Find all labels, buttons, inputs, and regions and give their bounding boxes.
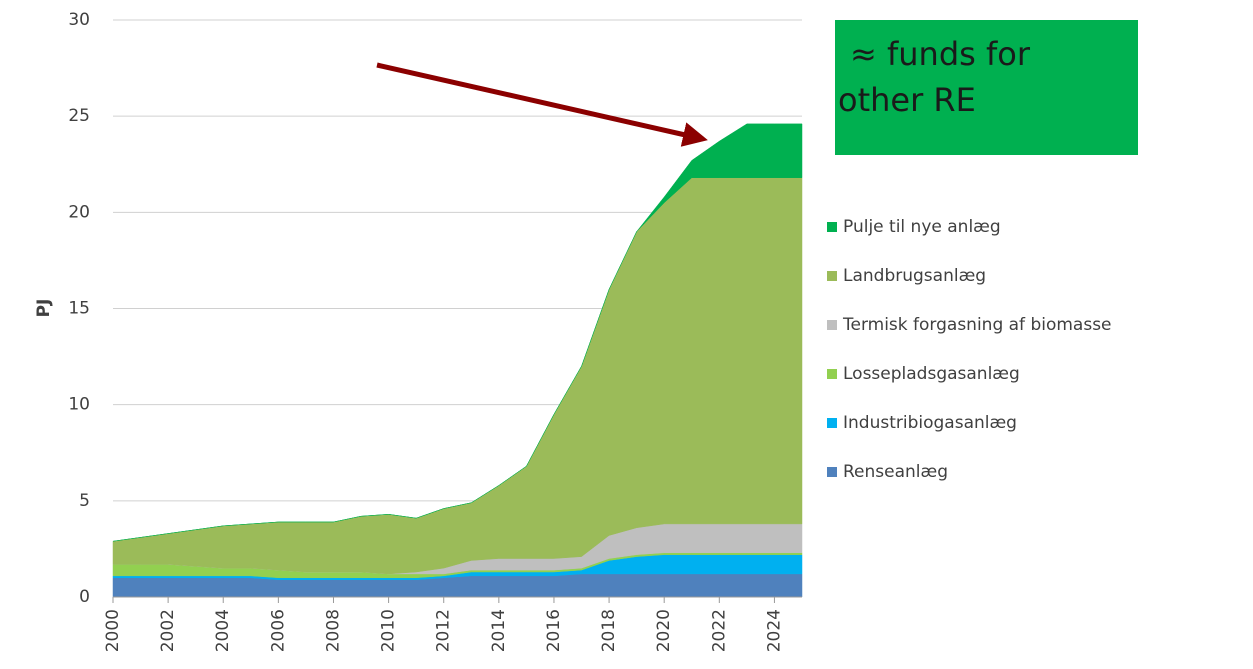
legend-swatch xyxy=(827,320,837,330)
y-tick-label: 30 xyxy=(68,10,90,30)
y-tick-label: 5 xyxy=(79,491,90,511)
x-tick-label: 2012 xyxy=(434,609,454,652)
x-tick-label: 2000 xyxy=(103,609,123,652)
x-tick-label: 2002 xyxy=(158,609,178,652)
annotation-box xyxy=(835,20,1138,155)
x-tick-label: 2024 xyxy=(764,609,784,652)
legend-label: Industribiogasanlæg xyxy=(843,413,1017,433)
area xyxy=(112,177,803,575)
plot-area xyxy=(112,19,803,598)
legend-label: Termisk forgasning af biomasse xyxy=(842,315,1112,335)
area xyxy=(112,123,803,542)
y-axis-label: PJ xyxy=(34,299,54,318)
x-tick-label: 2022 xyxy=(709,609,729,652)
legend-swatch xyxy=(827,467,837,477)
x-tick-label: 2010 xyxy=(379,609,399,652)
annotation-text: other RE xyxy=(838,81,976,119)
x-tick-label: 2004 xyxy=(213,609,233,652)
y-tick-label: 15 xyxy=(68,299,90,319)
annotation-text: ≈ funds for xyxy=(850,35,1031,73)
legend-label: Lossepladsgasanlæg xyxy=(843,364,1020,384)
x-tick-label: 2020 xyxy=(654,609,674,652)
legend-label: Pulje til nye anlæg xyxy=(843,217,1001,237)
legend-swatch xyxy=(827,418,837,428)
y-tick-label: 0 xyxy=(79,587,90,607)
y-tick-label: 25 xyxy=(68,106,90,126)
y-tick-label: 10 xyxy=(68,395,90,415)
x-tick-label: 2008 xyxy=(323,609,343,652)
legend-label: Landbrugsanlæg xyxy=(843,266,986,286)
y-tick-label: 20 xyxy=(68,202,90,222)
x-tick-label: 2014 xyxy=(489,609,509,652)
x-tick-label: 2016 xyxy=(544,609,564,652)
arrow xyxy=(376,62,708,147)
legend-swatch xyxy=(827,222,837,232)
x-tick-label: 2018 xyxy=(599,609,619,652)
x-tick-label: 2006 xyxy=(268,609,288,652)
legend-swatch xyxy=(827,369,837,379)
legend-label: Renseanlæg xyxy=(843,462,948,482)
legend-swatch xyxy=(827,271,837,281)
